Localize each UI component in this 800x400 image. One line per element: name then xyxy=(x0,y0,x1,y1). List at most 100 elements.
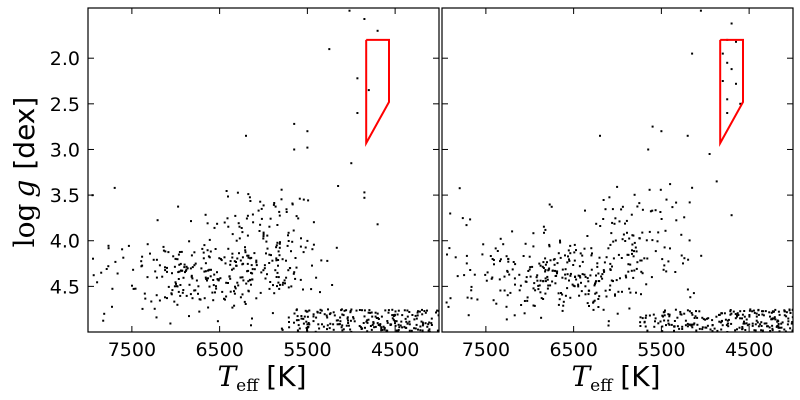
data-point xyxy=(203,244,206,247)
data-point xyxy=(193,289,196,292)
data-point xyxy=(660,218,663,220)
data-point xyxy=(255,264,258,267)
data-point xyxy=(177,278,180,280)
data-point xyxy=(592,308,595,311)
data-point xyxy=(465,224,468,227)
data-point xyxy=(408,320,411,323)
data-point xyxy=(691,313,694,316)
data-point xyxy=(594,282,596,285)
x-tick-label: 4500 xyxy=(725,339,773,361)
data-point xyxy=(726,322,729,325)
data-point xyxy=(741,326,744,328)
data-point xyxy=(315,316,318,319)
data-point xyxy=(266,247,269,250)
data-point xyxy=(548,267,551,270)
data-point xyxy=(356,112,359,114)
data-point xyxy=(552,258,555,261)
data-point xyxy=(641,272,644,275)
data-point xyxy=(506,270,509,273)
data-point xyxy=(370,311,373,314)
data-point xyxy=(696,316,699,319)
data-point xyxy=(361,309,363,312)
data-point xyxy=(420,320,423,323)
data-point xyxy=(414,327,417,330)
data-point xyxy=(430,324,433,326)
data-point xyxy=(624,222,626,225)
data-point xyxy=(285,259,287,262)
data-point xyxy=(333,314,336,317)
data-point xyxy=(589,274,592,277)
data-point xyxy=(542,267,545,269)
data-point xyxy=(646,329,649,332)
data-point xyxy=(250,324,252,327)
data-point xyxy=(581,254,584,257)
data-point xyxy=(302,198,305,201)
data-point xyxy=(372,321,375,324)
data-point xyxy=(511,268,514,271)
data-point xyxy=(469,269,472,271)
data-point xyxy=(575,278,578,281)
data-point xyxy=(679,311,682,313)
data-point xyxy=(421,308,423,311)
data-point xyxy=(312,221,315,224)
data-point xyxy=(300,237,302,240)
data-point xyxy=(609,284,612,287)
data-point xyxy=(735,40,737,43)
data-point xyxy=(185,294,188,297)
data-point xyxy=(180,250,183,253)
data-point xyxy=(729,309,732,311)
data-point xyxy=(679,313,682,316)
data-point xyxy=(578,294,581,297)
data-point xyxy=(620,257,623,259)
data-point xyxy=(718,320,721,323)
data-point xyxy=(195,279,198,282)
data-point xyxy=(660,130,663,133)
data-point xyxy=(237,284,240,287)
data-point xyxy=(241,293,244,296)
y-axis-label-log: log xyxy=(8,204,41,248)
data-point xyxy=(513,314,516,317)
data-point xyxy=(204,213,207,216)
data-point xyxy=(693,317,696,319)
data-point xyxy=(596,262,599,265)
data-point xyxy=(277,264,279,267)
data-point xyxy=(484,273,487,276)
data-point xyxy=(584,293,587,296)
data-point xyxy=(547,284,550,287)
data-point xyxy=(161,275,164,278)
data-point xyxy=(627,270,630,273)
data-point xyxy=(423,310,426,312)
data-point xyxy=(299,245,302,248)
data-point xyxy=(616,185,619,188)
data-point xyxy=(776,319,779,322)
data-point xyxy=(368,309,371,312)
data-point xyxy=(569,244,572,247)
data-point xyxy=(663,314,666,317)
data-point xyxy=(721,52,724,55)
data-point xyxy=(255,297,258,300)
data-point xyxy=(249,200,252,202)
data-point xyxy=(377,324,380,326)
data-point xyxy=(233,304,236,307)
data-point xyxy=(276,241,279,244)
data-point xyxy=(568,258,570,261)
data-point xyxy=(391,308,394,311)
data-point xyxy=(757,313,760,316)
data-point xyxy=(787,317,790,320)
data-point xyxy=(725,324,728,327)
data-point xyxy=(326,328,328,331)
data-point xyxy=(269,217,272,220)
data-point xyxy=(669,183,672,186)
x-axis-label-right: Teff [K] xyxy=(571,360,660,396)
data-point xyxy=(771,310,774,313)
data-point xyxy=(569,274,572,277)
data-point xyxy=(227,282,229,284)
data-point xyxy=(561,309,564,312)
data-point xyxy=(311,264,313,267)
data-point xyxy=(749,308,752,311)
data-point xyxy=(209,250,212,253)
data-point xyxy=(645,283,648,286)
data-point xyxy=(395,320,398,323)
data-point xyxy=(562,304,565,307)
data-point xyxy=(216,222,219,225)
